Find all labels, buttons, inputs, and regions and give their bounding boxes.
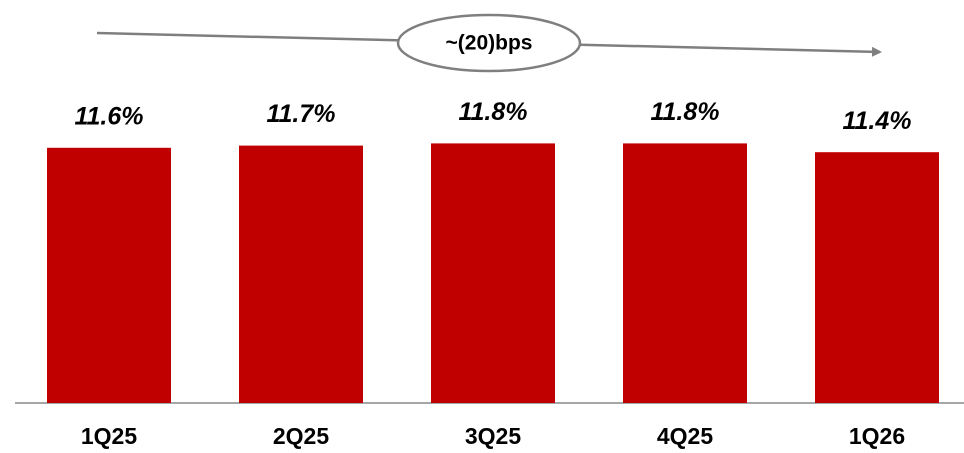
annotation-bubble <box>396 13 582 73</box>
value-label: 11.8% <box>650 98 719 126</box>
x-tick-label: 3Q25 <box>465 423 521 449</box>
value-label: 11.8% <box>458 98 527 126</box>
annotation: ~(20)bps <box>446 32 533 55</box>
bar <box>815 152 939 403</box>
x-tick-label: 4Q25 <box>657 423 713 449</box>
x-tick-label: 1Q25 <box>81 423 137 449</box>
value-label: 11.7% <box>266 100 335 128</box>
value-label: 11.6% <box>74 102 143 130</box>
bar <box>431 143 555 403</box>
bar <box>239 145 363 403</box>
bar <box>623 143 747 403</box>
bar <box>47 147 171 403</box>
x-tick-label: 1Q26 <box>849 423 905 449</box>
value-label: 11.4% <box>842 107 911 135</box>
x-tick-label: 2Q25 <box>273 423 329 449</box>
